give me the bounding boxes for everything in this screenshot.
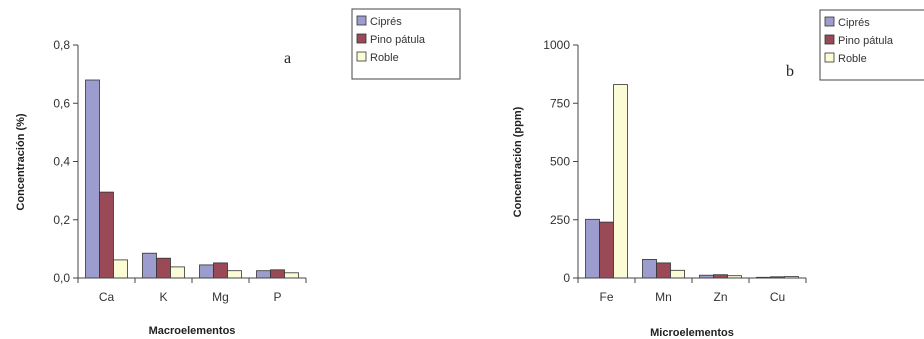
bars-b	[585, 84, 799, 279]
legend-label-pino-patula: Pino pátula	[370, 34, 426, 46]
y-axis-title-b: Concentración (ppm)	[512, 106, 524, 217]
x-tick-label-mn: Mn	[655, 290, 672, 304]
bar-roble-mn	[670, 269, 685, 279]
legend-a: Ciprés Pino pátula Roble	[351, 8, 461, 80]
legend-label-cipres: Ciprés	[370, 16, 402, 28]
x-tick-label-p: P	[273, 290, 281, 304]
x-tick-label-zn: Zn	[713, 290, 727, 304]
x-ticks-a: Ca K Mg P	[77, 278, 307, 304]
bar-pino-patula-mg	[213, 262, 228, 279]
bar-pino-patula-ca	[99, 191, 114, 279]
legend-label-roble: Roble	[370, 52, 399, 64]
bar-roble-mg	[227, 270, 242, 279]
bar-pino-patula-mn	[656, 262, 671, 279]
y-axis-title-a: Concentración (%)	[15, 113, 27, 211]
bar-roble-k	[170, 266, 185, 279]
y-tick-label: 0,8	[53, 38, 70, 52]
bar-cipres-ca	[85, 79, 100, 279]
chart-macroelementos: 0,00,20,40,60,8 Ca K Mg P a Macroelementos …	[15, 8, 461, 337]
legend-swatch-pino-patula	[824, 34, 835, 45]
x-tick-label-k: K	[159, 290, 167, 304]
legend-swatch-cipres	[356, 15, 367, 26]
y-tick-label: 0,0	[53, 271, 70, 285]
bars-a	[85, 79, 299, 279]
x-tick-label-cu: Cu	[770, 290, 785, 304]
bar-roble-p	[284, 272, 299, 279]
bar-roble-fe	[613, 84, 628, 279]
x-tick-label-fe: Fe	[599, 290, 613, 304]
y-tick-label: 500	[550, 155, 570, 169]
chart-microelementos: 0 250 500 750 1000 Fe Mn Zn Cu b Microelementos…	[512, 9, 924, 339]
bar-cipres-mn	[642, 258, 657, 279]
legend-box	[351, 8, 461, 80]
y-tick-label: 750	[550, 96, 570, 110]
bar-cipres-p	[256, 270, 271, 279]
legend-label-cipres: Ciprés	[838, 17, 870, 29]
x-axis-title-b: Microelementos	[650, 327, 734, 339]
y-tick-label: 0	[563, 271, 570, 285]
legend-swatch-roble	[824, 52, 835, 63]
x-tick-label-ca: Ca	[99, 290, 115, 304]
panel-label-b: b	[786, 63, 794, 80]
x-tick-label-mg: Mg	[212, 290, 229, 304]
bar-cipres-k	[142, 252, 157, 279]
bar-roble-ca	[113, 259, 128, 279]
bar-pino-patula-k	[156, 257, 171, 279]
legend-swatch-pino-patula	[356, 33, 367, 44]
y-tick-label: 0,6	[53, 96, 70, 110]
y-tick-label: 0,4	[53, 155, 70, 169]
y-ticks-a: 0,0 0,2 0,4 0,6 0,8	[53, 38, 78, 285]
legend-box	[819, 9, 924, 81]
legend-label-pino-patula: Pino pátula	[838, 35, 894, 47]
legend-swatch-cipres	[824, 16, 835, 27]
x-axis-title-a: Macroelementos	[149, 325, 236, 337]
y-tick-label: 0,2	[53, 213, 70, 227]
bar-cipres-mg	[199, 264, 214, 279]
legend-swatch-roble	[356, 51, 367, 62]
y-tick-label: 250	[550, 213, 570, 227]
legend-label-roble: Roble	[838, 53, 867, 65]
bar-pino-patula-fe	[599, 221, 614, 279]
bar-cipres-fe	[585, 218, 600, 279]
x-ticks-b: Fe Mn Zn Cu	[577, 278, 807, 304]
y-ticks-b: 0 250 500 750 1000	[543, 38, 578, 285]
bar-pino-patula-p	[270, 269, 285, 279]
y-tick-label: 1000	[543, 38, 570, 52]
panel-label-a: a	[284, 50, 291, 67]
legend-b: Ciprés Pino pátula Roble	[819, 9, 924, 81]
